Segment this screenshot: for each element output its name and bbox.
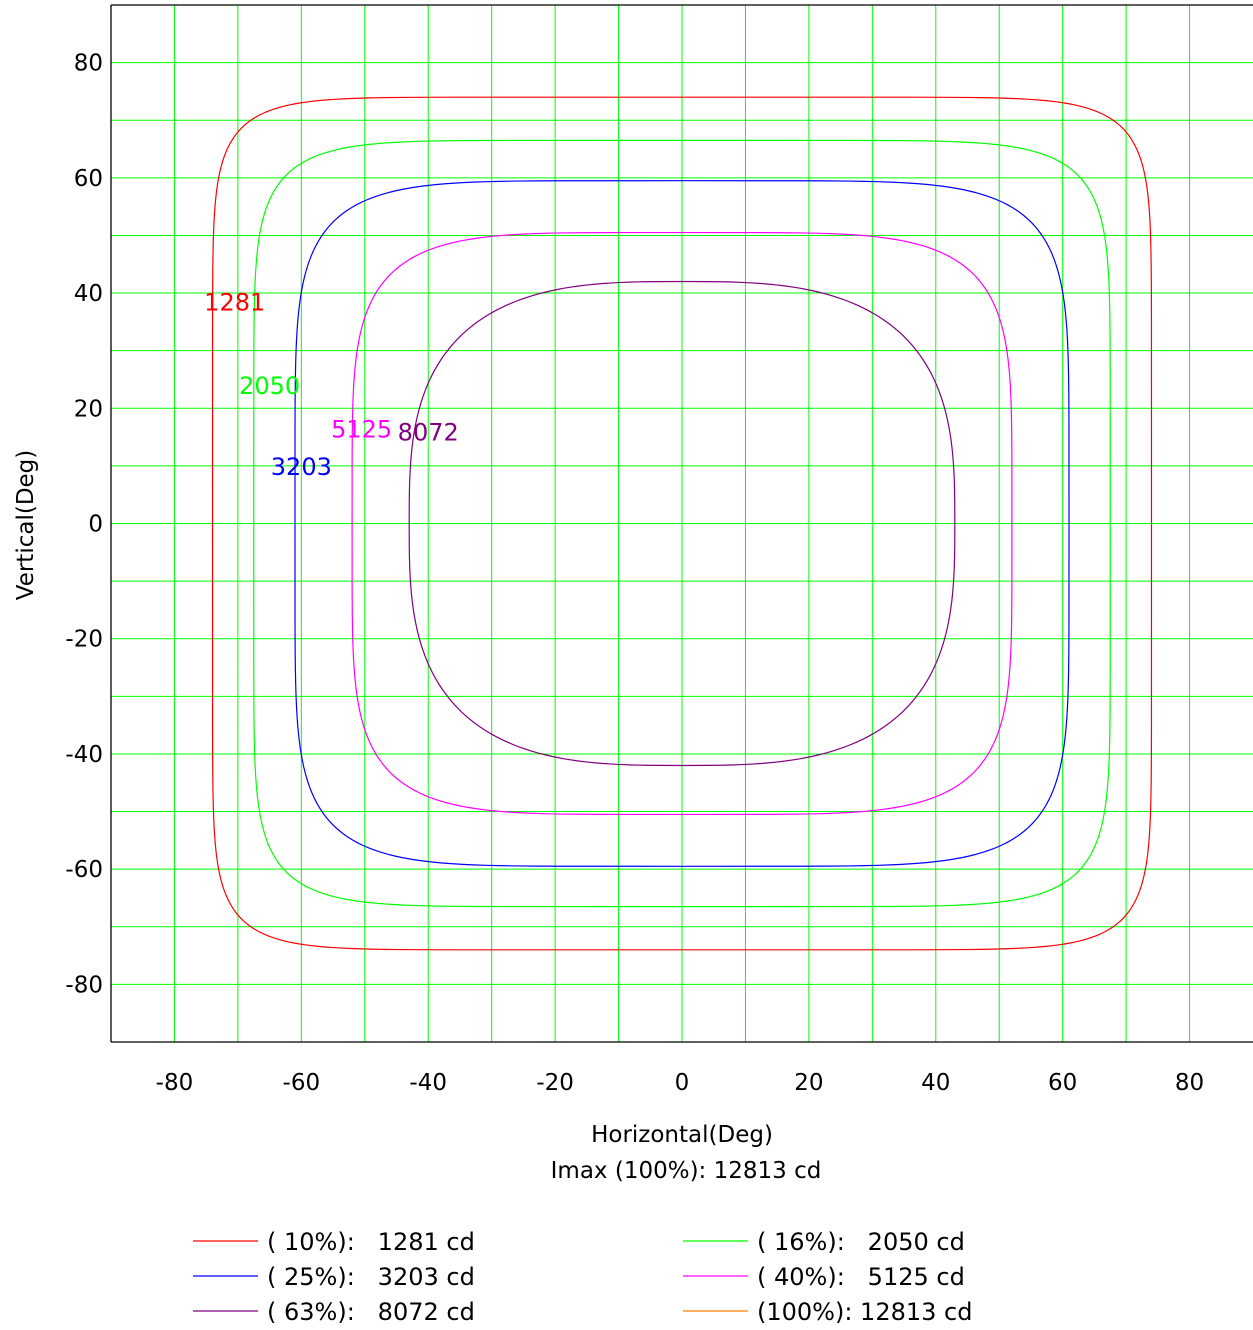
- y-tick-label: -80: [65, 972, 103, 998]
- y-tick-label: 40: [74, 281, 103, 307]
- contour-label-2050: 2050: [239, 372, 300, 400]
- x-tick-label: -60: [283, 1070, 321, 1096]
- legend-entry: ( 16%): 2050 cd: [757, 1228, 965, 1256]
- x-axis-title: Horizontal(Deg): [591, 1122, 773, 1148]
- y-tick-labels: 80 60 40 20 0 -20 -40 -60 -80: [65, 51, 103, 999]
- contour-5125: [351, 231, 1013, 816]
- legend: ( 10%): 1281 cd ( 16%): 2050 cd ( 25%): 32…: [193, 1228, 972, 1326]
- legend-entry: ( 25%): 3203 cd: [267, 1263, 475, 1291]
- x-tick-label: 60: [1048, 1070, 1077, 1096]
- contour-label-3203: 3203: [271, 453, 332, 481]
- legend-entry: ( 10%): 1281 cd: [267, 1228, 475, 1256]
- chart-subtitle: Imax (100%): 12813 cd: [551, 1158, 822, 1184]
- y-tick-label: -60: [65, 857, 103, 883]
- grid: [111, 5, 1253, 1042]
- plot-frame: [110, 4, 1253, 1043]
- contour-label-8072: 8072: [398, 418, 459, 446]
- x-tick-label: -40: [409, 1070, 447, 1096]
- contours: [211, 96, 1153, 951]
- contour-labels: 1281 2050 3203 5125 8072: [204, 289, 459, 481]
- contour-8072: [408, 280, 956, 767]
- legend-entry: ( 40%): 5125 cd: [757, 1263, 965, 1291]
- x-tick-labels: -80 -60 -40 -20 0 20 40 60 80: [156, 1070, 1205, 1096]
- y-tick-label: 60: [74, 166, 103, 192]
- x-tick-label: 0: [675, 1070, 690, 1096]
- legend-entry: (100%): 12813 cd: [757, 1298, 972, 1326]
- legend-entry: ( 63%): 8072 cd: [267, 1298, 475, 1326]
- contour-label-1281: 1281: [204, 289, 265, 317]
- x-tick-label: 20: [794, 1070, 823, 1096]
- x-tick-label: -20: [536, 1070, 574, 1096]
- x-tick-label: 80: [1175, 1070, 1204, 1096]
- x-tick-label: 40: [921, 1070, 950, 1096]
- contour-2050: [253, 139, 1111, 908]
- x-tick-label: -80: [156, 1070, 194, 1096]
- y-tick-label: -20: [65, 627, 103, 653]
- y-tick-label: 0: [88, 512, 103, 538]
- contour-3203: [294, 180, 1070, 867]
- y-tick-label: -40: [65, 742, 103, 768]
- contour-1281: [211, 96, 1153, 951]
- y-tick-label: 20: [74, 396, 103, 422]
- contour-label-5125: 5125: [331, 415, 392, 443]
- y-axis-title: Vertical(Deg): [13, 450, 39, 601]
- y-tick-label: 80: [74, 51, 103, 77]
